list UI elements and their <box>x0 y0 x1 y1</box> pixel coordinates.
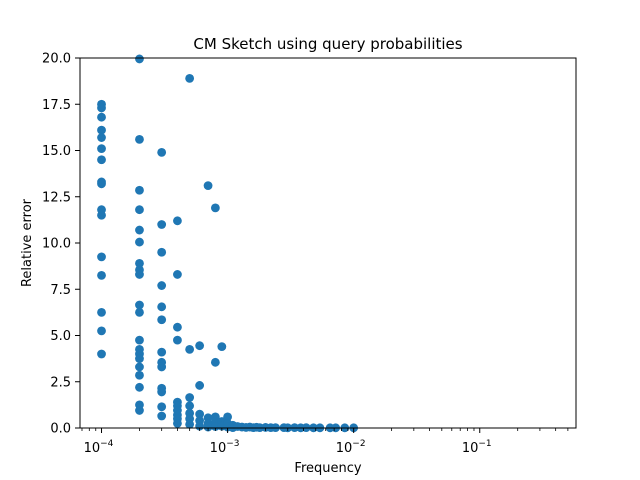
data-point-3 <box>97 125 106 135</box>
data-point-59 <box>185 73 195 83</box>
data-point-76 <box>210 357 220 367</box>
y-axis-label: Relative error <box>20 198 35 287</box>
data-point-39 <box>157 281 167 290</box>
y-tick-label-6: 15.0 <box>42 144 71 159</box>
data-point-18 <box>135 185 144 195</box>
data-point-12 <box>97 270 106 280</box>
data-point-4 <box>97 133 106 142</box>
data-point-60 <box>185 344 195 354</box>
data-point-62 <box>185 401 195 411</box>
data-point-10 <box>97 210 106 220</box>
data-point-8 <box>97 179 106 189</box>
data-point-13 <box>97 307 106 317</box>
data-point-48 <box>157 411 167 421</box>
data-point-74 <box>203 422 213 432</box>
data-point-22 <box>135 258 144 268</box>
data-point-67 <box>195 381 205 390</box>
data-point-32 <box>135 370 144 380</box>
data-point-21 <box>135 237 144 247</box>
data-point-14 <box>97 326 106 336</box>
data-point-65 <box>185 419 195 429</box>
data-point-27 <box>135 335 144 345</box>
data-point-83 <box>223 412 233 422</box>
data-point-47 <box>157 402 167 412</box>
data-point-25 <box>135 300 144 310</box>
data-point-17 <box>135 135 144 144</box>
data-point-40 <box>157 302 167 312</box>
data-point-19 <box>135 205 144 215</box>
y-tick-label-4: 10.0 <box>42 237 71 252</box>
data-point-41 <box>157 315 167 325</box>
data-point-80 <box>217 342 227 351</box>
y-tick-label-1: 2.5 <box>50 375 71 390</box>
data-point-1 <box>97 103 106 113</box>
data-point-15 <box>97 349 106 359</box>
data-point-6 <box>97 155 106 165</box>
data-point-42 <box>157 347 167 357</box>
data-point-31 <box>135 362 144 372</box>
data-point-37 <box>157 220 167 229</box>
data-point-50 <box>173 270 182 279</box>
data-point-30 <box>135 354 144 364</box>
data-point-61 <box>185 393 195 402</box>
data-point-58 <box>173 418 182 428</box>
data-point-33 <box>135 382 144 392</box>
data-point-26 <box>135 307 144 317</box>
data-point-52 <box>173 335 182 345</box>
data-point-35 <box>135 406 144 415</box>
data-point-49 <box>173 216 182 226</box>
y-axis: 0.0 2.5 5.0 7.5 10.0 12.5 15.0 17.5 20.0 <box>42 52 80 437</box>
data-point-44 <box>157 362 167 372</box>
data-point-51 <box>173 322 182 332</box>
data-point-75 <box>210 203 220 213</box>
data-point-16 <box>135 54 144 64</box>
chart-title: CM Sketch using query probabilities <box>193 35 462 53</box>
data-point-24 <box>135 270 144 279</box>
data-point-66 <box>195 341 205 351</box>
y-tick-label-2: 5.0 <box>50 329 71 344</box>
data-point-36 <box>157 147 167 157</box>
data-point-38 <box>157 247 167 257</box>
data-point-79 <box>210 422 220 431</box>
data-point-5 <box>97 144 106 154</box>
data-point-68 <box>195 409 205 419</box>
data-point-20 <box>135 225 144 235</box>
y-tick-label-0: 0.0 <box>50 422 71 437</box>
x-axis-label: Frequency <box>294 461 361 476</box>
y-tick-label-5: 12.5 <box>42 190 71 205</box>
y-tick-label-7: 17.5 <box>42 98 71 113</box>
data-point-71 <box>203 181 213 191</box>
data-point-46 <box>157 387 167 397</box>
y-tick-label-3: 7.5 <box>50 283 71 298</box>
y-tick-label-8: 20.0 <box>42 52 71 67</box>
data-point-11 <box>97 252 106 262</box>
data-point-2 <box>97 112 106 122</box>
